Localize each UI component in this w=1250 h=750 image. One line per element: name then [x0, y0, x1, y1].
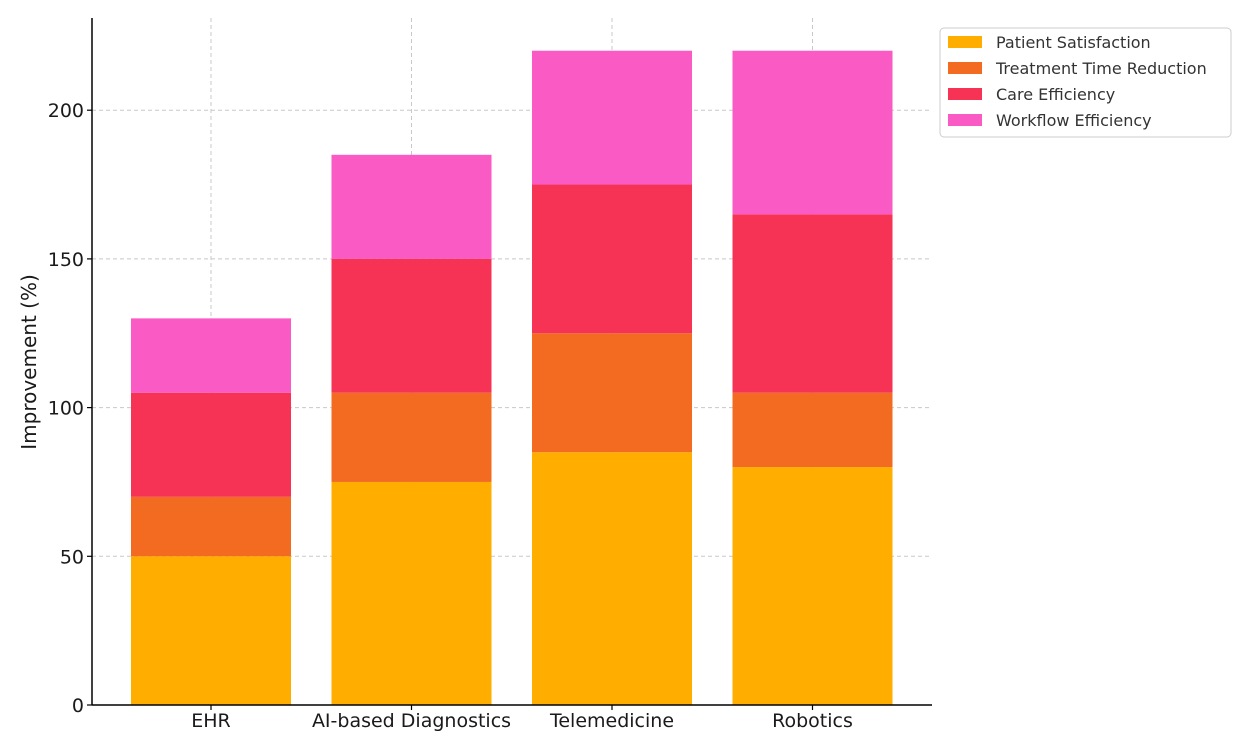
bars — [131, 50, 893, 705]
bar-robotics-treatment-time-reduction — [732, 392, 893, 468]
x-tick-label-telemedicine: Telemedicine — [549, 710, 674, 732]
bar-ai-based-diagnostics-care-efficiency — [331, 258, 492, 393]
legend-frame — [939, 27, 1232, 138]
legend-swatch-care-efficiency — [948, 88, 982, 100]
y-tick-labels: 0 50 100 150 200 — [48, 100, 92, 717]
legend-swatch-workflow-efficiency — [948, 114, 982, 126]
bar-telemedicine-treatment-time-reduction — [532, 333, 692, 453]
bar-ai-based-diagnostics-patient-satisfaction — [331, 481, 492, 705]
legend-swatch-treatment-time-reduction — [948, 62, 982, 74]
bar-robotics-care-efficiency — [732, 214, 893, 393]
bar-robotics-workflow-efficiency — [732, 50, 893, 215]
x-tick-label-ehr: EHR — [191, 710, 231, 732]
legend-label-patient-satisfaction: Patient Satisfaction — [996, 33, 1151, 52]
axes — [91, 18, 932, 706]
x-tick-labels: EHR AI-based Diagnostics Telemedicine Robot… — [191, 705, 853, 732]
legend: Patient Satisfaction Treatment Time Reduc… — [939, 27, 1232, 138]
bar-telemedicine-workflow-efficiency — [532, 50, 692, 185]
legend-label-treatment-time-reduction: Treatment Time Reduction — [995, 59, 1207, 78]
bar-telemedicine-care-efficiency — [532, 184, 692, 334]
y-tick-label-50: 50 — [60, 546, 84, 568]
y-tick-label-200: 200 — [48, 100, 84, 122]
bar-ehr-treatment-time-reduction — [131, 496, 291, 557]
bar-ai-based-diagnostics-treatment-time-reduction — [331, 392, 492, 482]
legend-swatch-patient-satisfaction — [948, 36, 982, 48]
y-tick-label-150: 150 — [48, 249, 84, 271]
bar-ehr-workflow-efficiency — [131, 318, 291, 393]
bar-ai-based-diagnostics-workflow-efficiency — [331, 154, 492, 259]
bar-telemedicine-patient-satisfaction — [532, 452, 692, 705]
y-tick-label-100: 100 — [48, 398, 84, 420]
x-tick-label-ai-based-diagnostics: AI-based Diagnostics — [312, 710, 511, 732]
x-tick-label-robotics: Robotics — [772, 710, 853, 732]
legend-label-workflow-efficiency: Workflow Efficiency — [996, 111, 1152, 130]
bar-robotics-patient-satisfaction — [732, 467, 893, 705]
y-tick-label-0: 0 — [72, 695, 84, 717]
bar-ehr-patient-satisfaction — [131, 556, 291, 705]
bar-ehr-care-efficiency — [131, 392, 291, 497]
legend-label-care-efficiency: Care Efficiency — [996, 85, 1115, 104]
y-axis-label: Improvement (%) — [17, 274, 41, 450]
